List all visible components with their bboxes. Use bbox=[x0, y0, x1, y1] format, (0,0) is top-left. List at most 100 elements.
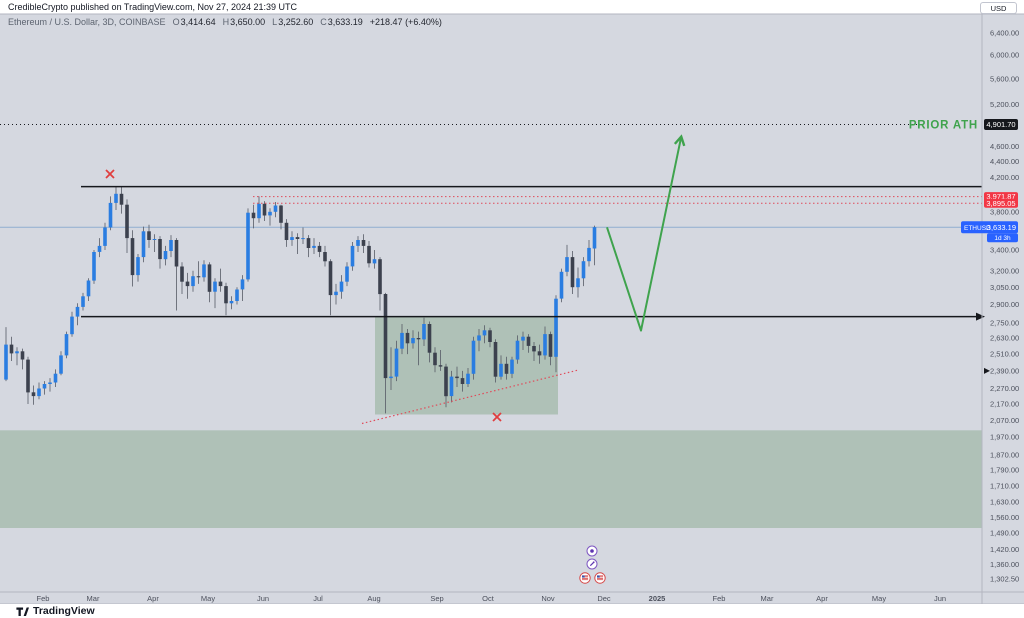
time-axis-label: Nov bbox=[541, 594, 555, 603]
badge-value: 4,901.70 bbox=[986, 120, 1015, 129]
price-axis-label: 4,600.00 bbox=[990, 142, 1019, 151]
candle-body bbox=[460, 378, 465, 384]
icon-glyph bbox=[592, 561, 595, 564]
price-axis-label: 4,200.00 bbox=[990, 173, 1019, 182]
candle-body bbox=[130, 238, 135, 276]
tradingview-brand[interactable]: TradingView bbox=[33, 605, 95, 617]
candle-body bbox=[449, 376, 454, 397]
candle-body bbox=[306, 238, 311, 248]
time-axis-label: Oct bbox=[482, 594, 495, 603]
symbol-title[interactable]: Ethereum / U.S. Dollar, 3D, COINBASE bbox=[8, 17, 166, 27]
candle-body bbox=[185, 281, 190, 287]
dot-event-icon[interactable] bbox=[586, 545, 598, 557]
chart-background[interactable] bbox=[0, 14, 1024, 604]
currency-unit-button[interactable]: USD bbox=[980, 2, 1017, 14]
price-axis-label: 1,710.00 bbox=[990, 481, 1019, 490]
candle-body bbox=[328, 261, 333, 296]
price-axis-label: 5,200.00 bbox=[990, 100, 1019, 109]
icon-glyph bbox=[589, 562, 594, 567]
candle-body bbox=[323, 252, 327, 262]
candle-body bbox=[103, 227, 107, 246]
candle-body bbox=[592, 227, 597, 249]
price-axis-label: 6,000.00 bbox=[990, 51, 1019, 60]
price-axis-label: 3,050.00 bbox=[990, 283, 1019, 292]
icon-circle bbox=[594, 572, 606, 584]
candle-body bbox=[543, 334, 547, 356]
candle-body bbox=[235, 289, 239, 301]
badge-bg bbox=[984, 119, 1018, 130]
candle-body bbox=[570, 257, 575, 288]
time-axis-label: Aug bbox=[367, 594, 380, 603]
candle-body bbox=[141, 231, 146, 258]
candle-body bbox=[26, 359, 30, 393]
rocket-event-icon[interactable] bbox=[586, 558, 598, 570]
tradingview-logo-icon bbox=[16, 606, 29, 616]
price-axis-label: 2,170.00 bbox=[990, 400, 1019, 409]
candle-body bbox=[389, 376, 393, 379]
candle-body bbox=[246, 212, 250, 280]
candle-body bbox=[455, 376, 459, 379]
ohlc-high: H3,650.00 bbox=[222, 17, 266, 27]
candle-body bbox=[81, 296, 85, 307]
ohlc-low: L3,252.60 bbox=[272, 17, 314, 27]
time-axis-label: Apr bbox=[816, 594, 828, 603]
price-axis-label: 1,360.00 bbox=[990, 560, 1019, 569]
x-mark[interactable] bbox=[492, 412, 502, 422]
candle-body bbox=[213, 281, 217, 292]
price-axis-label: 3,800.00 bbox=[990, 207, 1019, 216]
candle-body bbox=[229, 301, 234, 304]
time-axis-label: Apr bbox=[147, 594, 159, 603]
price-axis-label: 2,900.00 bbox=[990, 300, 1019, 309]
candle-body bbox=[251, 212, 256, 219]
flag-event-icon[interactable] bbox=[579, 572, 591, 584]
badge-value: 3,895.05 bbox=[986, 199, 1015, 208]
candle-body bbox=[438, 365, 443, 367]
badge-bg bbox=[961, 221, 1018, 234]
candle-body bbox=[526, 336, 531, 346]
candle-body bbox=[202, 264, 206, 278]
price-axis-label: 2,630.00 bbox=[990, 334, 1019, 343]
time-axis-label: May bbox=[872, 594, 886, 603]
candle-body bbox=[482, 330, 487, 336]
candle-body bbox=[273, 205, 278, 212]
candle-body bbox=[394, 348, 399, 377]
support-zone-band[interactable] bbox=[0, 430, 982, 528]
candle-body bbox=[576, 278, 580, 288]
candle-body bbox=[422, 324, 426, 340]
time-axis-label: Mar bbox=[87, 594, 100, 603]
candle-body bbox=[147, 231, 151, 240]
candle-body bbox=[97, 245, 102, 252]
candle-body bbox=[378, 259, 382, 295]
price-axis-label: 2,750.00 bbox=[990, 318, 1019, 327]
candle-body bbox=[15, 351, 19, 354]
candle-body bbox=[48, 382, 52, 384]
x-mark[interactable] bbox=[105, 169, 115, 179]
accumulation-box[interactable] bbox=[375, 316, 558, 415]
candle-body bbox=[163, 251, 168, 260]
icon-dot bbox=[590, 549, 594, 553]
candle-body bbox=[169, 240, 173, 251]
candle-body bbox=[559, 271, 564, 299]
time-axis-label: Jun bbox=[934, 594, 946, 603]
flag-event-icon[interactable] bbox=[594, 572, 606, 584]
candle-body bbox=[345, 266, 349, 282]
price-axis-label: 2,070.00 bbox=[990, 416, 1019, 425]
candle-body bbox=[521, 336, 525, 341]
price-axis-label: 1,630.00 bbox=[990, 498, 1019, 507]
badge-value: 3,971.87 bbox=[986, 192, 1015, 201]
projection-arrow[interactable] bbox=[606, 134, 686, 332]
candle-body bbox=[119, 193, 124, 205]
candle-body bbox=[174, 240, 179, 267]
candle-body bbox=[224, 286, 228, 304]
candle-body bbox=[361, 240, 366, 246]
candle-body bbox=[284, 222, 289, 240]
time-axis-label: May bbox=[201, 594, 215, 603]
ascending-trendline[interactable] bbox=[361, 369, 579, 425]
price-axis-label: 2,390.00 bbox=[990, 367, 1019, 376]
candle-body bbox=[444, 366, 448, 397]
candle-body bbox=[499, 363, 503, 377]
candle-body bbox=[290, 237, 294, 240]
ohlc-open: O3,414.64 bbox=[172, 17, 216, 27]
